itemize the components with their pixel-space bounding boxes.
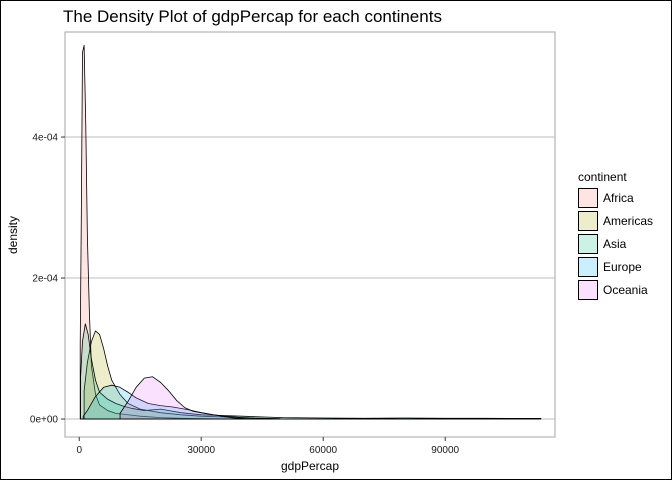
legend-key-europe [578,257,598,277]
density-area-europe [82,384,281,420]
legend-key-asia [578,234,598,254]
x-tick-label-2: 60000 [309,445,337,456]
density-area-oceania [119,376,259,420]
y-tick-label-2: 4e-04 [32,133,58,144]
legend-item-oceania: Oceania [578,280,648,300]
legend-label-africa: Africa [603,191,634,205]
legend-item-europe: Europe [578,257,642,277]
legend-label-asia: Asia [603,237,627,251]
legend-key-americas [578,211,598,231]
x-axis-title: gdpPercap [281,459,339,473]
density-area-asia [80,323,542,420]
legend-label-oceania: Oceania [603,283,648,297]
legend-label-europe: Europe [603,260,642,274]
x-tick-label-0: 0 [76,445,82,456]
x-axis-ticks: 0 30000 60000 90000 [76,437,460,456]
x-tick-label-1: 30000 [187,445,215,456]
legend-item-americas: Americas [578,211,653,231]
panel-background [64,31,556,438]
chart-title: The Density Plot of gdpPercap for each c… [63,7,442,26]
y-axis-title: density [6,216,20,254]
y-tick-label-1: 2e-04 [32,274,58,285]
legend-key-oceania [578,280,598,300]
legend-label-americas: Americas [603,214,653,228]
legend: continent Africa Americas Asia Europe Oceani… [578,170,653,300]
legend-item-asia: Asia [578,234,627,254]
legend-key-africa [578,188,598,208]
legend-item-africa: Africa [578,188,634,208]
legend-title: continent [578,170,627,184]
x-tick-label-3: 90000 [431,445,459,456]
y-axis-ticks: 0e+00 2e-04 4e-04 [30,133,65,426]
y-tick-label-0: 0e+00 [30,415,59,426]
density-areas [79,44,542,420]
